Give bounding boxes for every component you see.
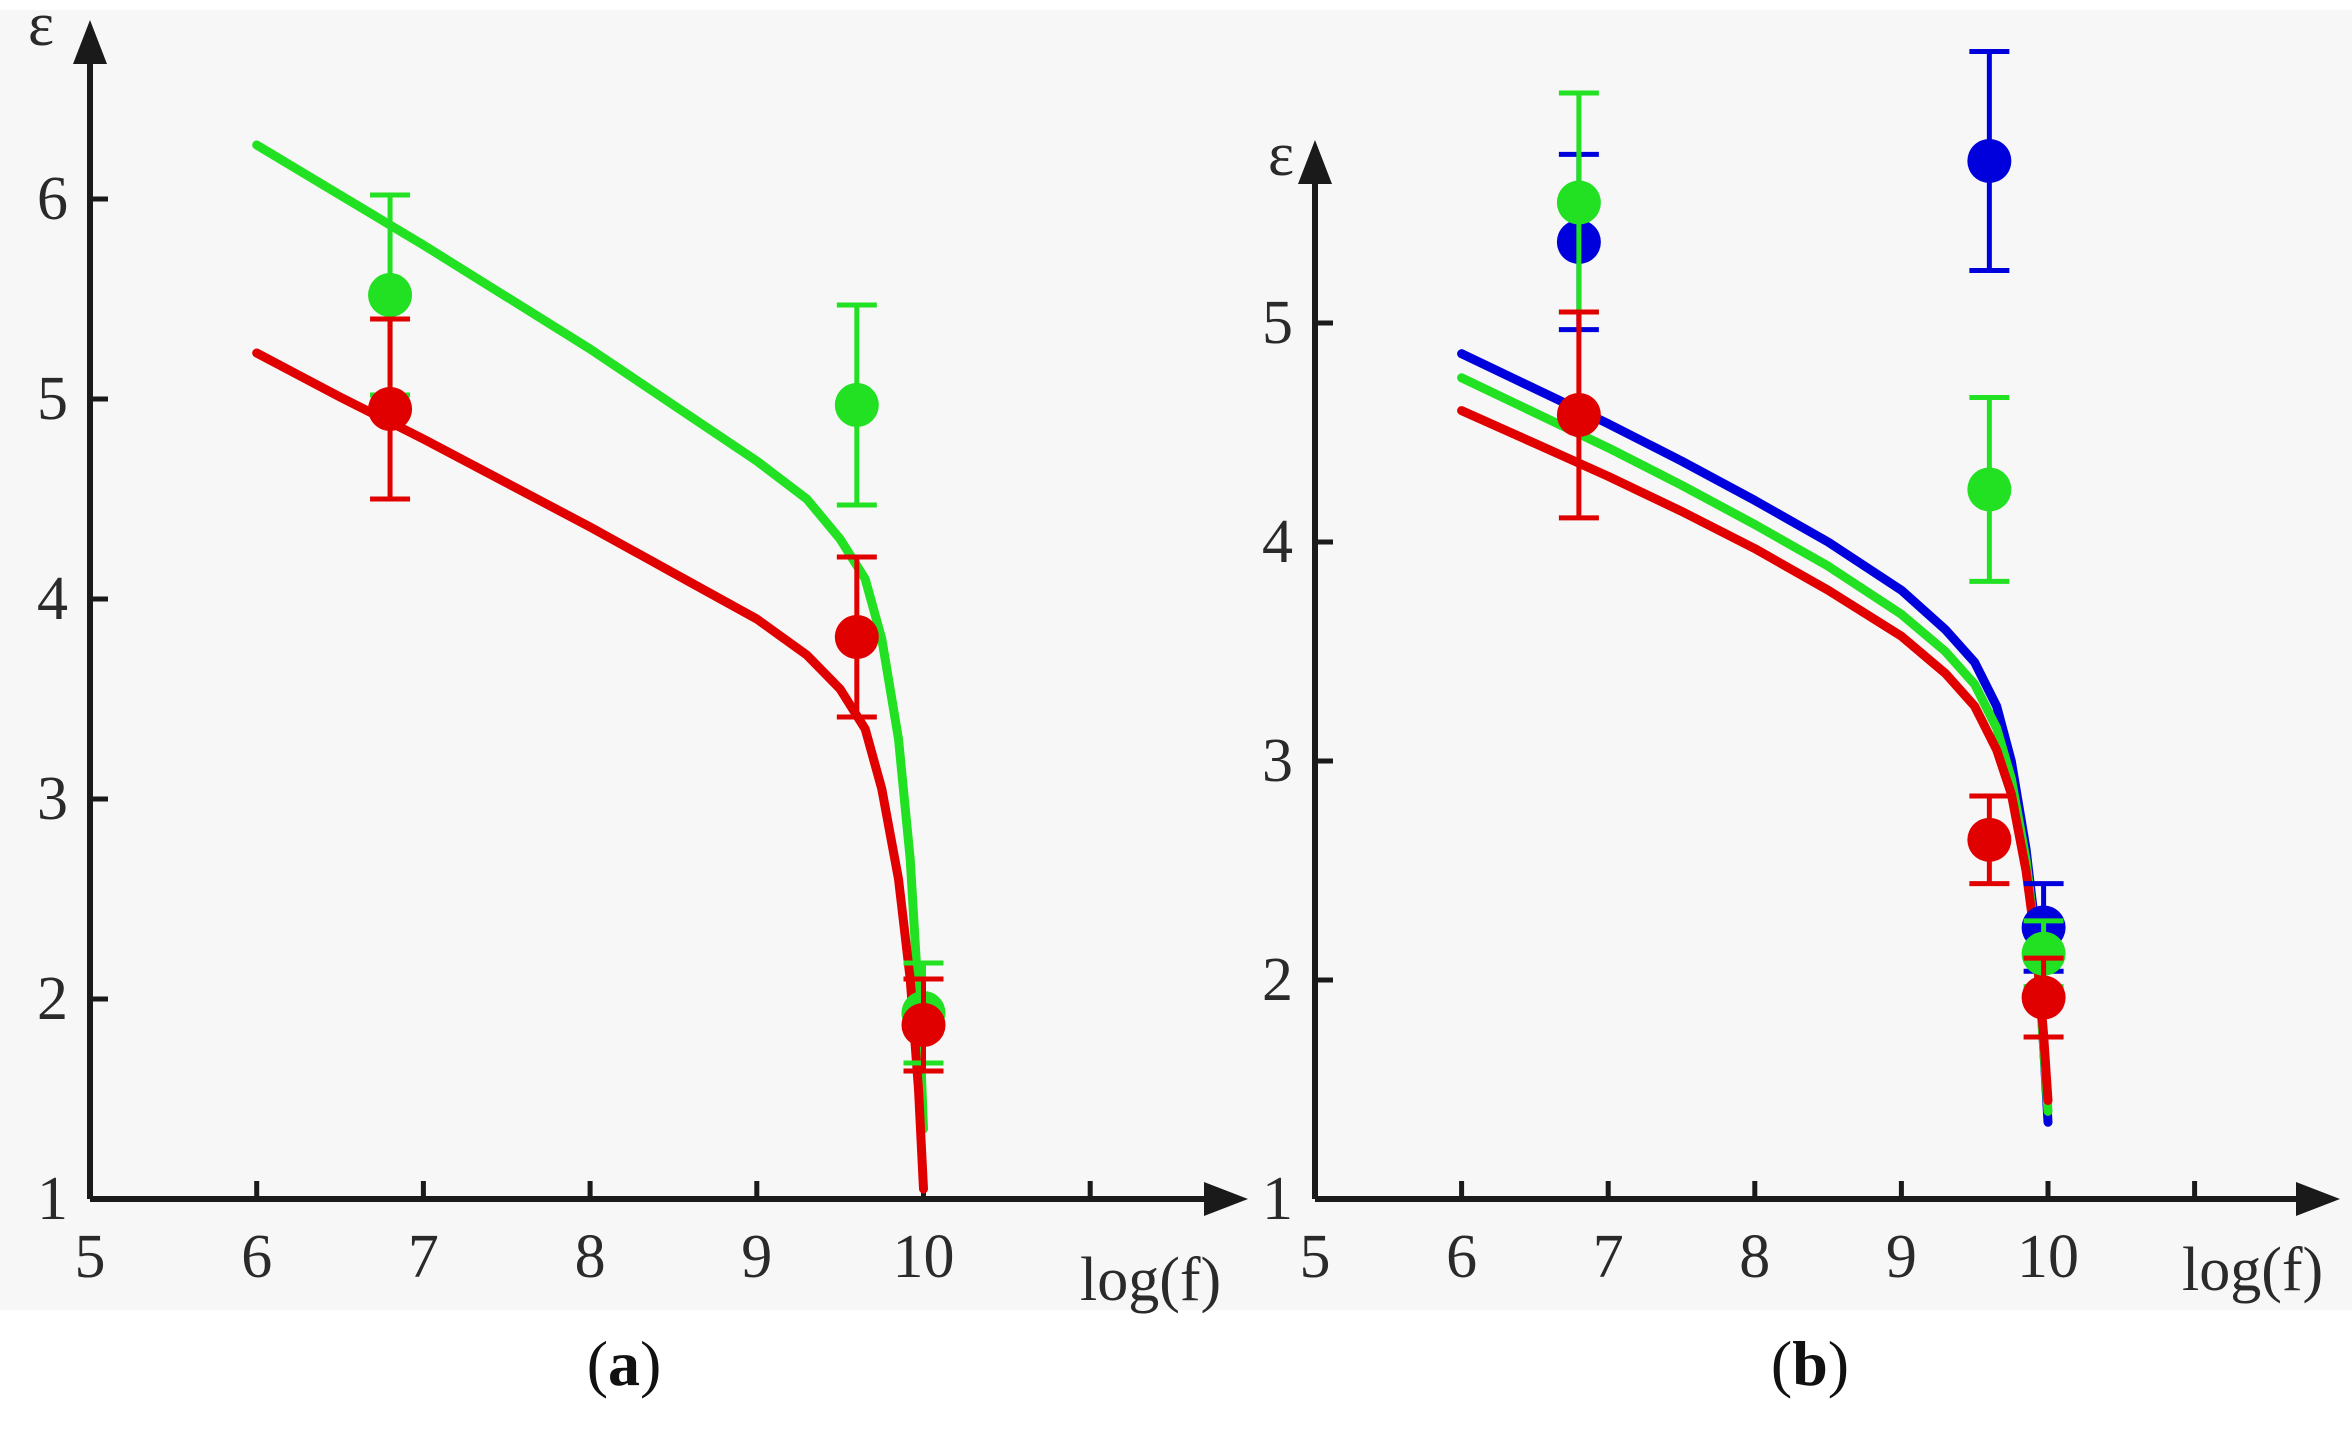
data-point-green-b	[1967, 467, 2012, 512]
data-point-green-a	[834, 383, 879, 427]
data-point-green-a	[368, 273, 413, 317]
plot-background-a	[0, 10, 1255, 1310]
x-tick-label-b: 5	[1300, 1223, 1331, 1291]
data-point-red-a	[368, 387, 413, 431]
y-tick-label-a: 6	[37, 165, 68, 233]
y-tick-label-b: 4	[1262, 508, 1293, 576]
plot-background-b	[1255, 10, 2352, 1310]
y-tick-label-b: 2	[1262, 946, 1293, 1014]
x-axis-arrow-a	[1204, 1182, 1248, 1216]
panel-label-a: (a)	[587, 1328, 662, 1399]
x-tick-label-b: 9	[1886, 1223, 1917, 1291]
curve-green-a	[252, 140, 928, 1134]
y-tick-label-a: 4	[37, 565, 68, 633]
data-point-red-a	[834, 615, 879, 659]
x-axis-label-b: log(f)	[2182, 1236, 2323, 1304]
y-tick-label-a: 2	[37, 965, 68, 1033]
y-tick-label-a: 5	[37, 365, 68, 433]
y-tick-label-a: 1	[37, 1165, 68, 1233]
x-axis-label-a: log(f)	[1080, 1246, 1221, 1314]
panel-label-b: (b)	[1771, 1328, 1849, 1399]
data-point-blue-b	[1967, 138, 2012, 183]
x-tick-label-b: 6	[1446, 1223, 1477, 1291]
y-axis-label-b: ε	[1268, 121, 1294, 189]
y-tick-label-b: 3	[1262, 727, 1293, 795]
x-tick-label-b: 8	[1739, 1223, 1770, 1291]
data-point-red-b	[1556, 392, 1601, 437]
panel-b: 5 6 7 8 9 10 1 2 3 4 5 ε log(f) (b)	[1255, 10, 2352, 1399]
x-tick-label-a: 10	[893, 1223, 955, 1291]
data-point-red-b	[2021, 975, 2066, 1020]
x-axis-arrow-b	[2296, 1182, 2340, 1216]
panel-a: 5 6 7 8 9 10 1 2 3 4 5 6 ε log(f) (a)	[0, 0, 1255, 1399]
x-tick-label-a: 5	[75, 1223, 106, 1291]
x-tick-label-b: 10	[2017, 1223, 2079, 1291]
x-tick-label-a: 9	[741, 1223, 772, 1291]
y-axis-arrow-b	[1298, 140, 1332, 184]
data-point-red-a	[901, 1003, 946, 1047]
x-tick-label-a: 6	[241, 1223, 272, 1291]
data-point-red-b	[1967, 817, 2012, 862]
x-tick-label-a: 8	[575, 1223, 606, 1291]
curve-red-a	[252, 348, 928, 1194]
y-axis-label-a: ε	[28, 0, 54, 59]
y-tick-label-a: 3	[37, 765, 68, 833]
x-tick-label-a: 7	[408, 1223, 439, 1291]
data-point-green-b	[1556, 180, 1601, 225]
y-tick-label-b: 1	[1262, 1165, 1293, 1233]
y-axis-arrow-a	[73, 20, 107, 64]
data-point-green-b	[2021, 931, 2066, 976]
x-tick-label-b: 7	[1593, 1223, 1624, 1291]
y-tick-label-b: 5	[1262, 289, 1293, 357]
